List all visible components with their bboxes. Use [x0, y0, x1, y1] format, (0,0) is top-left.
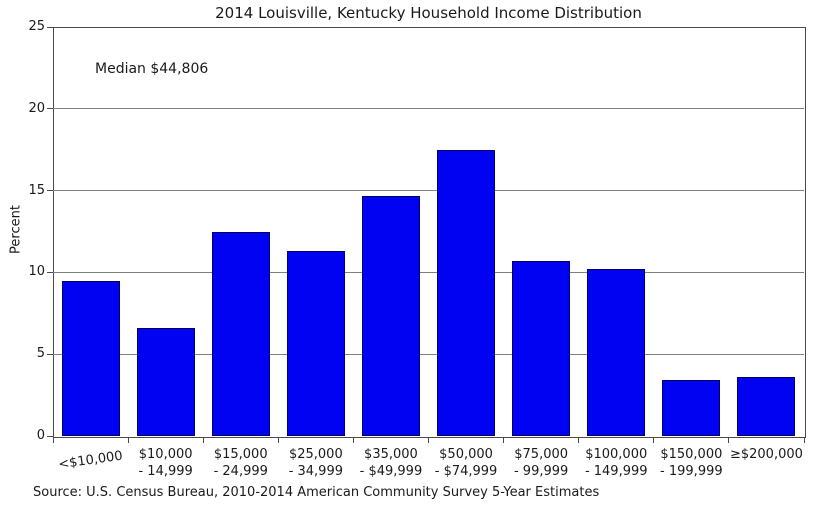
x-tick-label: $25,000 - 34,999 [268, 446, 363, 480]
x-tick-label: $35,000 - $49,999 [343, 446, 438, 480]
gridline [53, 271, 804, 273]
x-tick-mark [277, 437, 279, 443]
x-tick-label-line: $150,000 [660, 447, 723, 462]
y-tick-mark [47, 190, 53, 192]
x-tick-label: $50,000 - $74,999 [419, 446, 514, 480]
x-tick-label-line: - 34,999 [288, 464, 343, 479]
source-note: Source: U.S. Census Bureau, 2010-2014 Am… [33, 485, 600, 500]
x-tick-label-line: $75,000 [514, 447, 569, 462]
bar [587, 269, 646, 436]
gridline [53, 190, 804, 192]
bar [437, 149, 496, 436]
x-tick-label: $150,000 - 199,999 [644, 446, 739, 480]
bar [662, 380, 721, 436]
x-tick-label-line: - 24,999 [213, 464, 268, 479]
x-tick-label-line: - 199,999 [660, 464, 723, 479]
y-tick-label: 20 [28, 100, 45, 116]
y-tick-label: 15 [28, 182, 45, 198]
x-tick-label-line: - 149,999 [584, 464, 648, 479]
x-tick-mark [728, 437, 730, 443]
x-tick-mark [578, 437, 580, 443]
y-tick-mark [47, 435, 53, 437]
bar [361, 195, 420, 436]
x-tick-label-line: $50,000 [439, 447, 493, 462]
x-tick-mark [503, 437, 505, 443]
y-tick-mark [47, 271, 53, 273]
bar [211, 231, 270, 436]
x-tick-mark [803, 437, 805, 443]
y-tick-label: 0 [36, 428, 45, 443]
y-tick-mark [47, 26, 53, 28]
x-tick-label-line: $10,000 [138, 447, 193, 462]
y-tick-label: 25 [28, 19, 45, 34]
x-tick-mark [428, 437, 429, 443]
y-tick-label: 5 [36, 346, 45, 362]
x-tick-label: $100,000 - 149,999 [569, 446, 664, 480]
x-tick-label-line: - $74,999 [434, 464, 498, 479]
x-tick-mark [127, 437, 129, 443]
x-tick-label: ≥$200,000 [719, 446, 814, 463]
x-tick-label-line: - $49,999 [359, 464, 423, 479]
x-tick-label-line: $100,000 [585, 447, 648, 462]
x-tick-label-line: $35,000 [364, 447, 418, 462]
x-tick-mark [202, 437, 204, 443]
x-tick-mark [352, 437, 354, 443]
x-tick-mark [52, 437, 54, 443]
gridline [53, 108, 804, 110]
median-annotation: Median $44,806 [95, 61, 209, 77]
x-tick-label: $15,000 - 24,999 [193, 446, 288, 480]
x-tick-label-line: $15,000 [213, 447, 268, 462]
x-tick-label-line: - 99,999 [513, 464, 569, 479]
chart-title: 2014 Louisville, Kentucky Household Inco… [215, 4, 642, 22]
y-tick-label: 10 [28, 264, 45, 280]
x-tick-mark [653, 437, 655, 443]
x-tick-label-line: ≥$200,000 [729, 447, 803, 462]
x-tick-label: $75,000 - 99,999 [494, 446, 589, 480]
bar [512, 260, 571, 436]
x-tick-label-line: - 14,999 [138, 464, 193, 479]
y-tick-mark [47, 353, 53, 355]
y-tick-mark [47, 108, 53, 110]
x-tick-label-line: $25,000 [288, 447, 343, 462]
x-tick-label: $10,000 - 14,999 [118, 446, 213, 480]
bar [286, 251, 345, 436]
gridline [53, 353, 804, 355]
y-axis-label: Percent [8, 205, 24, 254]
bar [61, 280, 120, 436]
bar [737, 377, 796, 436]
bar [136, 328, 195, 436]
